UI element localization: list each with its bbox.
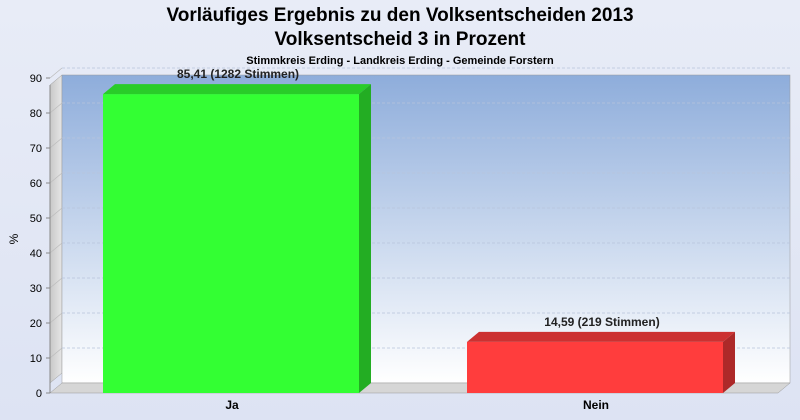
grid-line-side xyxy=(49,172,63,184)
chart-subtitle: Stimmkreis Erding - Landkreis Erding - G… xyxy=(246,55,554,67)
y-tick-label: 60 xyxy=(30,178,42,190)
bar-top xyxy=(467,331,735,342)
y-tick-label: 70 xyxy=(30,143,42,155)
y-tick-label: 10 xyxy=(30,353,42,365)
y-tick-label: 80 xyxy=(30,108,42,120)
bar-front xyxy=(103,94,359,393)
x-tick-label: Nein xyxy=(583,398,609,412)
y-axis-label: % xyxy=(7,233,21,244)
y-tick-label: 40 xyxy=(30,248,42,260)
bars: 85,41 (1282 Stimmen) 14,59 (219 Stimmen) xyxy=(103,67,735,393)
chart-title: Vorläufiges Ergebnis zu den Volksentsche… xyxy=(166,5,633,26)
x-tick-label: Ja xyxy=(225,398,239,412)
chart-title-2: Volksentscheid 3 in Prozent xyxy=(275,29,527,50)
grid-line-side xyxy=(49,277,63,289)
grid-line-side xyxy=(49,102,63,114)
grid-line-side xyxy=(49,207,63,219)
plot-side-wall xyxy=(49,74,63,384)
y-tick-label: 30 xyxy=(30,283,42,295)
x-axis-labels: Ja Nein xyxy=(225,398,609,412)
bar-data-label: 85,41 (1282 Stimmen) xyxy=(177,67,299,81)
grid-line-side xyxy=(49,242,63,254)
y-tick-label: 90 xyxy=(30,73,42,85)
bar-front xyxy=(467,341,723,393)
y-axis-ticks: 0 10 20 30 40 50 60 70 80 90 xyxy=(30,73,50,400)
y-tick-label: 0 xyxy=(36,388,42,400)
grid-line-side xyxy=(49,347,63,359)
y-tick-label: 50 xyxy=(30,213,42,225)
bar-side xyxy=(723,331,735,393)
y-tick-label: 20 xyxy=(30,318,42,330)
bar-top xyxy=(103,84,371,95)
bar-data-label: 14,59 (219 Stimmen) xyxy=(544,315,659,329)
grid-line-side xyxy=(49,312,63,324)
bar-side xyxy=(359,84,371,393)
grid-line-side xyxy=(49,137,63,149)
grid-line-side xyxy=(49,67,63,79)
